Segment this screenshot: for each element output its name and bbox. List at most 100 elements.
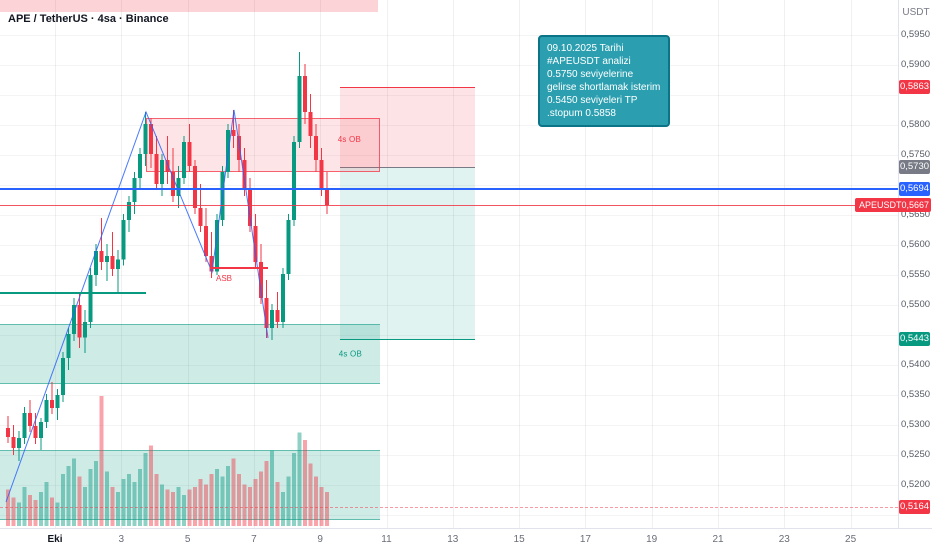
asb-level-line[interactable] (210, 266, 268, 269)
asb-level-label: ASB (216, 273, 233, 283)
candle-body (143, 123, 148, 154)
volume-bar (275, 481, 280, 526)
volume-bar (325, 492, 329, 526)
volume-bar (215, 468, 219, 526)
blue-horizontal-line[interactable] (0, 187, 898, 190)
order-block-label: 4s OB (337, 134, 361, 144)
volume-bar (143, 453, 148, 526)
volume-series (6, 396, 329, 526)
horizontal-gridline (0, 275, 898, 276)
candle-body (182, 141, 186, 178)
price-badge-entry: 0,5730 (899, 160, 930, 174)
volume-bar (6, 489, 10, 526)
price-tick-label: 0,5800 (900, 119, 931, 130)
stop-loss-line[interactable] (340, 87, 475, 89)
horizontal-gridline (0, 245, 898, 246)
time-tick-label: 13 (447, 534, 459, 545)
horizontal-gridline (0, 455, 898, 456)
price-tick-label: 0,5550 (900, 269, 931, 280)
note-annotation[interactable]: 09.10.2025 Tarihi #APEUSDT analizi 0.575… (538, 35, 670, 127)
candle-body (160, 159, 164, 184)
candle-body (33, 426, 38, 439)
short-position-profit-zone[interactable] (340, 167, 475, 340)
volume-bar (72, 458, 76, 526)
volume-bar (198, 479, 203, 526)
volume-bar (286, 476, 291, 526)
time-tick-label: 11 (381, 534, 392, 545)
candle-body (127, 201, 131, 220)
volume-bar (138, 468, 142, 526)
price-tick-label: 0,5900 (900, 59, 931, 70)
short-position-risk-zone[interactable] (340, 87, 475, 167)
time-tick-label: 21 (712, 534, 724, 545)
candle-body (28, 413, 32, 427)
vertical-gridline (187, 0, 189, 528)
horizontal-gridline (0, 335, 898, 336)
candle-body (237, 135, 241, 160)
volume-bar (121, 479, 126, 526)
volume-bar (187, 489, 192, 526)
volume-bar (308, 463, 313, 526)
candle-body (83, 321, 87, 338)
volume-bar (11, 497, 16, 526)
volume-bar (83, 487, 87, 526)
price-axis[interactable]: USDT 0,5950 0,5900 0,5800 0,5750 0,5650 0,560… (898, 0, 932, 528)
volume-bar (149, 445, 153, 526)
horizontal-gridline (0, 155, 898, 156)
price-tick-label: 0,5300 (900, 419, 931, 430)
volume-bar (182, 494, 186, 526)
volume-bar (39, 492, 43, 526)
candle-body (193, 165, 197, 208)
volume-bar (292, 453, 296, 526)
zigzag-trendline[interactable] (5, 109, 269, 503)
candle-body (253, 225, 258, 262)
vertical-gridline (651, 0, 653, 528)
bottom-demand-zone[interactable] (0, 450, 380, 520)
candle-body (292, 141, 296, 220)
volume-bar (132, 481, 137, 526)
volume-bar (127, 474, 131, 526)
symbol-title[interactable]: APE / TetherUS · 4sa · Binance (8, 13, 169, 25)
price-tick-label: 0,5400 (900, 359, 931, 370)
vertical-gridline (386, 0, 388, 528)
volume-bar (110, 487, 115, 526)
support-line[interactable] (0, 292, 146, 294)
horizontal-gridline (0, 95, 898, 96)
volume-bar (314, 476, 318, 526)
entry-line[interactable] (340, 167, 475, 168)
lower-level-line[interactable] (0, 506, 898, 508)
time-axis[interactable]: Eki 3 5 7 9 11 13 15 17 19 21 23 25 (0, 528, 932, 550)
horizontal-gridline (0, 365, 898, 366)
time-tick-label: 17 (579, 534, 591, 545)
take-profit-line[interactable] (340, 339, 475, 341)
volume-bar (220, 476, 225, 526)
candle-body (77, 305, 82, 338)
volume-bar (303, 440, 307, 526)
volume-bar (270, 450, 274, 526)
candle-body (204, 225, 208, 256)
top-resistance-strip[interactable] (0, 0, 378, 12)
candle-body (99, 251, 104, 262)
candle-body (270, 309, 274, 328)
horizontal-gridline (0, 395, 898, 396)
candle-body (176, 177, 181, 196)
price-tick-label: 0,5650 (900, 209, 931, 220)
volume-bar (99, 396, 104, 526)
candle-body (88, 275, 93, 322)
volume-bar (50, 497, 54, 526)
candle-body (105, 255, 109, 262)
candle-body (286, 219, 291, 274)
last-price-line (0, 204, 898, 206)
volume-bar (66, 466, 71, 526)
time-tick-label: 5 (184, 534, 191, 545)
candle-body (22, 413, 27, 439)
candle-body (242, 159, 247, 190)
candle-body (259, 261, 263, 298)
volume-bar (116, 492, 120, 526)
candle-body (17, 438, 21, 448)
volume-bar (22, 487, 27, 526)
price-tick-label: 0,5600 (900, 239, 931, 250)
volume-bar (209, 474, 214, 526)
